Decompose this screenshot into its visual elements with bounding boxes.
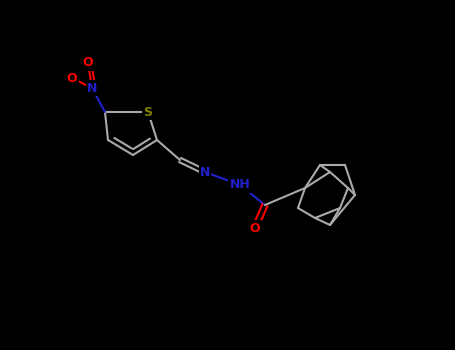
Text: S: S (143, 105, 152, 119)
Text: O: O (83, 56, 93, 70)
Text: N: N (87, 82, 97, 95)
Text: O: O (250, 222, 260, 235)
Text: N: N (200, 166, 210, 178)
Text: NH: NH (230, 178, 250, 191)
Text: O: O (67, 71, 77, 84)
